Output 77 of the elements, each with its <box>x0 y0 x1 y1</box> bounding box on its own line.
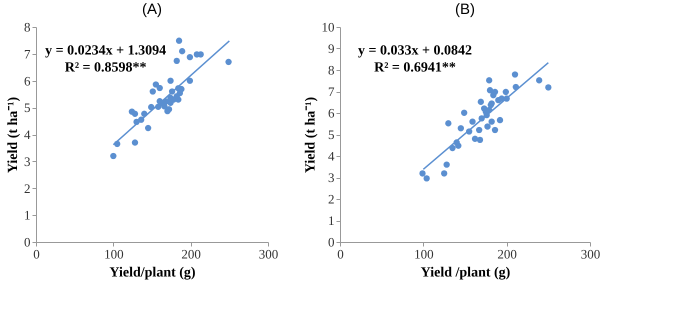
x-tick-label: 300 <box>580 246 600 262</box>
point <box>132 139 138 146</box>
y-tick-label: 1 <box>24 208 30 223</box>
point <box>488 118 495 125</box>
y-tick-label: 3 <box>328 170 334 185</box>
point <box>496 116 504 124</box>
y-tick-label: 6 <box>328 106 335 120</box>
y-tick-label: 1 <box>328 213 334 228</box>
point <box>132 110 138 117</box>
annotation: y = 0.0234x + 1.3094 <box>45 44 166 59</box>
annotation: y = 0.033x + 0.0842 <box>358 44 472 59</box>
point <box>424 175 430 182</box>
point <box>545 84 552 91</box>
y-tick-label: 9 <box>328 41 334 56</box>
y-tick-label: 4 <box>328 148 335 164</box>
y-tick-label: 2 <box>328 192 334 206</box>
point <box>478 98 484 105</box>
point <box>476 126 482 134</box>
chart-title: (A) <box>142 1 162 18</box>
point <box>536 77 542 84</box>
y-tick-label: 0 <box>328 234 334 250</box>
point <box>150 88 156 95</box>
y-tick-label: 0 <box>24 234 30 250</box>
point <box>445 120 452 126</box>
point <box>472 136 478 142</box>
y-tick-label: 10 <box>322 20 334 34</box>
point <box>225 58 232 66</box>
point <box>486 87 494 94</box>
point <box>502 88 509 96</box>
point <box>469 118 476 125</box>
point <box>179 48 186 54</box>
point <box>484 123 491 130</box>
y-tick-label: 2 <box>24 180 30 196</box>
point <box>419 170 426 177</box>
x-tick-label: 100 <box>104 246 124 262</box>
annotation: R² = 0.6941** <box>374 60 456 76</box>
point <box>476 136 484 144</box>
point <box>167 100 174 106</box>
x-axis-title: Yield/plant (g) <box>109 266 196 280</box>
point <box>174 58 180 64</box>
point <box>492 88 498 96</box>
point <box>156 84 163 92</box>
point <box>175 96 182 103</box>
point <box>458 125 464 132</box>
point <box>441 170 448 177</box>
point <box>110 152 116 160</box>
point <box>198 51 204 58</box>
y-tick-label: 4 <box>24 127 31 142</box>
point <box>152 81 160 88</box>
x-tick-label: 100 <box>414 246 434 262</box>
y-tick-label: 7 <box>328 84 335 99</box>
point <box>461 110 468 116</box>
y-tick-label: 7 <box>24 46 31 62</box>
y-tick-label: 8 <box>328 62 334 78</box>
point <box>186 54 194 60</box>
y-tick-label: 5 <box>328 127 334 142</box>
x-tick-label: 300 <box>258 246 278 262</box>
y-axis-title: Yield (t ha⁻¹) <box>304 96 318 174</box>
point <box>455 142 462 149</box>
y-tick-label: 5 <box>24 100 30 116</box>
x-tick-label: 200 <box>497 246 517 262</box>
y-tick-label: 6 <box>24 73 31 88</box>
point <box>144 124 152 132</box>
point <box>492 126 498 134</box>
point <box>176 38 182 44</box>
y-tick-label: 8 <box>24 20 30 34</box>
y-tick-label: 3 <box>24 154 30 169</box>
point <box>444 161 450 168</box>
y-axis-title: Yield (t ha⁻¹) <box>6 96 21 174</box>
point <box>186 78 194 84</box>
x-axis-title: Yield /plant (g) <box>420 266 511 280</box>
x-tick-label: 200 <box>181 246 201 262</box>
point <box>512 71 518 78</box>
point <box>486 77 492 84</box>
chart-title: (B) <box>455 1 475 18</box>
point <box>167 78 174 84</box>
annotation: R² = 0.8598** <box>64 60 146 76</box>
